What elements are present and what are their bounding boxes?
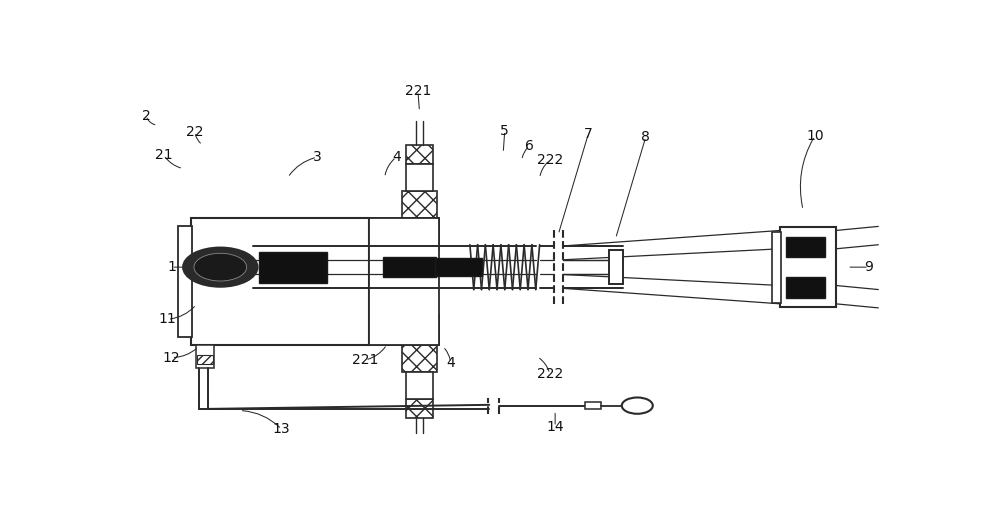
Bar	[772, 232, 781, 303]
Bar	[196, 344, 214, 368]
Bar	[402, 190, 437, 218]
Bar	[369, 218, 439, 344]
Bar	[369, 314, 439, 344]
Text: 2: 2	[142, 108, 150, 123]
Bar	[786, 236, 825, 257]
Bar	[406, 144, 433, 164]
Bar	[191, 314, 369, 344]
Text: 8: 8	[641, 130, 650, 144]
Text: 4: 4	[392, 150, 401, 164]
Text: 11: 11	[159, 312, 176, 326]
Bar	[402, 344, 437, 372]
Text: 9: 9	[865, 260, 873, 274]
Bar	[191, 218, 369, 344]
Text: 3: 3	[313, 150, 322, 164]
Text: 13: 13	[273, 422, 290, 436]
Text: 21: 21	[155, 148, 173, 162]
Text: 22: 22	[186, 125, 204, 139]
Text: 1: 1	[167, 260, 176, 274]
Bar	[197, 355, 213, 364]
Text: 4: 4	[446, 356, 455, 370]
Text: 221: 221	[405, 84, 431, 98]
Bar	[178, 225, 192, 337]
Bar	[259, 252, 327, 282]
Text: 7: 7	[584, 126, 593, 141]
Circle shape	[622, 397, 653, 414]
Bar	[383, 257, 436, 277]
Text: 12: 12	[163, 351, 180, 364]
Text: 222: 222	[537, 153, 563, 167]
Bar	[369, 218, 439, 249]
Bar	[786, 277, 825, 298]
Bar	[406, 372, 433, 399]
Text: 222: 222	[537, 367, 563, 381]
Text: 10: 10	[806, 129, 824, 143]
Bar	[780, 227, 836, 307]
Bar	[406, 399, 433, 418]
Text: 6: 6	[525, 139, 534, 153]
Bar	[191, 218, 369, 249]
Bar	[609, 250, 623, 284]
Bar	[585, 403, 601, 409]
Circle shape	[183, 248, 258, 287]
Text: 5: 5	[500, 124, 509, 138]
Bar	[435, 258, 482, 276]
Circle shape	[194, 253, 247, 281]
Bar	[406, 164, 433, 190]
Text: 221: 221	[352, 353, 378, 367]
Text: 14: 14	[546, 420, 564, 434]
